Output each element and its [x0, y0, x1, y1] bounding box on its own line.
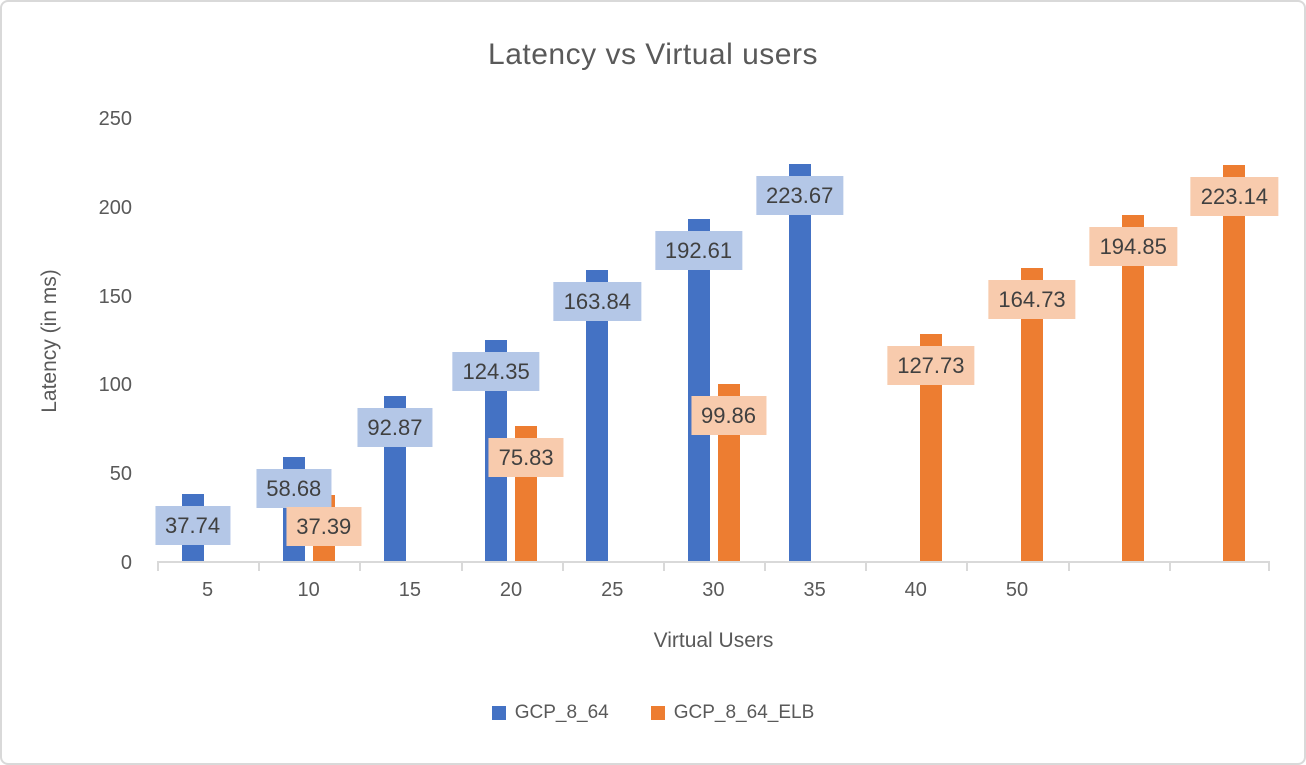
x-axis-tick: [1268, 563, 1270, 571]
x-tick-label: 10: [297, 579, 320, 601]
legend: GCP_8_64 GCP_8_64_ELB: [2, 702, 1304, 724]
y-tick-label: 150: [98, 285, 132, 308]
data-label: 192.61: [654, 230, 743, 270]
chart-title: Latency vs Virtual users: [488, 38, 818, 71]
x-tick-label: 5: [201, 579, 214, 601]
data-label: 223.67: [756, 175, 844, 215]
legend-label: GCP_8_64: [514, 702, 609, 723]
x-axis-title: Virtual Users: [653, 629, 774, 652]
data-label: 99.86: [690, 395, 767, 435]
x-tick-label: 50: [1005, 579, 1029, 601]
bar: [687, 218, 710, 561]
x-axis-tick: [865, 563, 867, 571]
data-label: 58.68: [256, 468, 332, 508]
y-tick-label: 250: [98, 108, 132, 130]
bar: [1021, 268, 1044, 561]
x-tick-label: 25: [601, 579, 624, 601]
x-axis-tick: [1169, 563, 1171, 571]
x-tick-label: 30: [702, 579, 725, 601]
bar: [788, 163, 811, 561]
plot-area: 5 10 15 20 25 30 35 40 50 37.74 58.68 92.87 124.35 16…: [155, 119, 1279, 601]
legend-item-gcp-8-64: GCP_8_64: [491, 702, 609, 724]
data-label: 124.35: [452, 352, 540, 392]
data-label: 37.74: [155, 505, 231, 545]
x-tick-label: 20: [499, 579, 523, 601]
x-tick-label: 35: [803, 579, 826, 601]
data-label: 223.14: [1190, 176, 1279, 216]
x-axis-tick: [663, 563, 665, 571]
x-tick-label: 15: [398, 579, 421, 601]
data-label: 37.39: [286, 506, 362, 546]
x-axis-tick: [1068, 563, 1070, 571]
data-label: 194.85: [1089, 226, 1177, 266]
x-axis-tick: [258, 563, 260, 571]
bar: [586, 270, 609, 561]
x-axis-tick: [966, 563, 968, 571]
data-label: 163.84: [553, 282, 641, 322]
x-axis-tick: [359, 563, 361, 571]
y-tick-label: 0: [120, 552, 132, 574]
data-label: 164.73: [988, 280, 1076, 320]
legend-swatch-icon: [491, 706, 506, 720]
y-tick-label: 200: [98, 196, 132, 219]
bar: [1223, 164, 1246, 561]
legend-item-gcp-8-64-elb: GCP_8_64_ELB: [650, 702, 815, 724]
y-tick-label: 100: [98, 374, 132, 397]
x-axis-tick: [562, 563, 564, 571]
data-label: 75.83: [488, 438, 564, 478]
legend-label: GCP_8_64_ELB: [673, 702, 815, 723]
data-label: 92.87: [357, 408, 433, 448]
x-tick-label: 40: [904, 579, 927, 601]
x-axis-tick: [461, 563, 463, 571]
x-axis-tick: [764, 563, 766, 571]
legend-swatch-icon: [650, 706, 665, 720]
bar: [1122, 214, 1145, 561]
x-axis-tick: [157, 563, 159, 571]
data-label: 127.73: [887, 346, 975, 386]
y-tick-label: 50: [109, 463, 132, 486]
bar: [919, 334, 942, 561]
y-axis-title: Latency (in ms): [38, 269, 61, 413]
